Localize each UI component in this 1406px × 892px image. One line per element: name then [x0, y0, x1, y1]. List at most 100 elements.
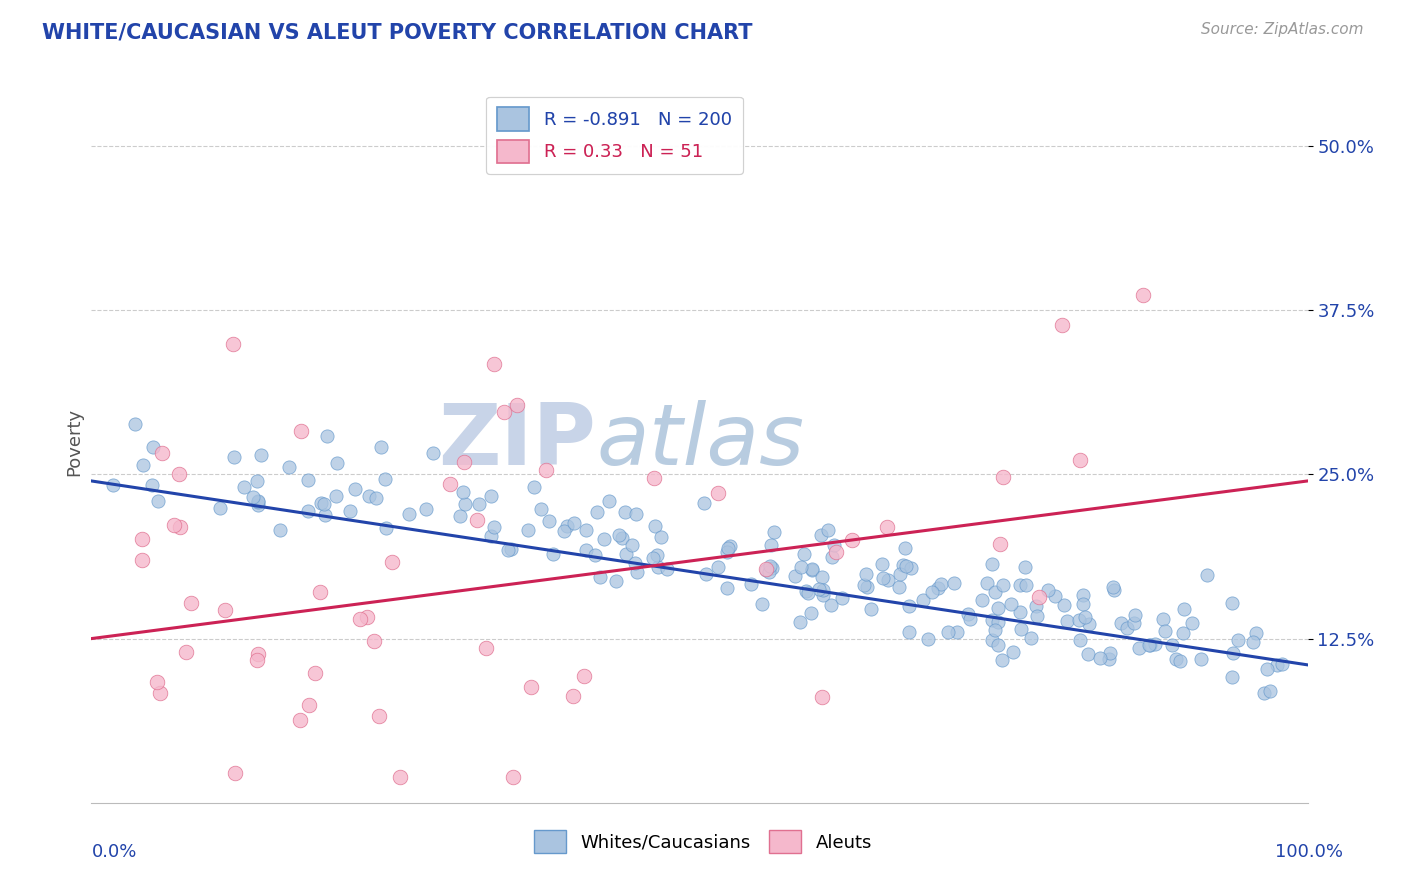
Point [810, 528, 832, 542]
Point [980, 557, 1002, 571]
Point [620, 537, 643, 551]
Point [501, 541, 523, 556]
Point [801, 563, 824, 577]
Point [1000, 597, 1022, 611]
Point [169, 519, 191, 533]
Point [959, 612, 981, 626]
Point [398, 507, 420, 521]
Point [482, 520, 505, 534]
Point [368, 709, 391, 723]
Point [1025, 608, 1047, 623]
Point [1077, 647, 1099, 661]
Point [1137, 638, 1160, 652]
Point [626, 507, 648, 521]
Point [1222, 646, 1244, 660]
Point [314, 497, 336, 511]
Point [439, 476, 461, 491]
Point [180, 596, 202, 610]
Point [502, 770, 524, 784]
Point [643, 471, 665, 485]
Point [498, 542, 520, 557]
Point [381, 555, 404, 569]
Point [1154, 624, 1177, 639]
Point [894, 558, 917, 573]
Point [359, 489, 381, 503]
Point [297, 698, 319, 712]
Point [598, 494, 620, 508]
Point [290, 713, 312, 727]
Point [150, 446, 173, 460]
Point [1056, 614, 1078, 628]
Point [1122, 615, 1144, 630]
Point [1074, 609, 1097, 624]
Point [1015, 578, 1038, 592]
Point [583, 548, 606, 562]
Point [585, 505, 607, 519]
Point [308, 585, 330, 599]
Point [214, 603, 236, 617]
Point [1008, 577, 1031, 591]
Point [693, 496, 716, 510]
Point [655, 562, 678, 576]
Point [1069, 632, 1091, 647]
Point [917, 632, 939, 647]
Point [624, 556, 647, 570]
Point [794, 584, 817, 599]
Point [246, 647, 269, 661]
Point [468, 497, 491, 511]
Point [797, 586, 820, 600]
Point [755, 563, 778, 577]
Point [277, 459, 299, 474]
Point [363, 634, 385, 648]
Point [610, 531, 633, 545]
Point [250, 448, 273, 462]
Point [339, 503, 361, 517]
Point [1123, 607, 1146, 622]
Point [449, 509, 471, 524]
Point [1220, 670, 1243, 684]
Point [479, 529, 502, 543]
Point [1256, 662, 1278, 676]
Point [1152, 612, 1174, 626]
Point [555, 519, 578, 533]
Point [758, 559, 780, 574]
Point [290, 424, 312, 438]
Point [1069, 453, 1091, 467]
Point [984, 623, 1007, 637]
Point [981, 613, 1004, 627]
Point [841, 533, 863, 548]
Point [626, 565, 648, 579]
Point [366, 491, 388, 505]
Point [957, 607, 980, 622]
Point [1164, 652, 1187, 666]
Point [374, 472, 396, 486]
Point [1189, 652, 1212, 666]
Point [415, 502, 437, 516]
Text: ZIP: ZIP [439, 400, 596, 483]
Point [1067, 613, 1090, 627]
Point [976, 575, 998, 590]
Point [494, 405, 516, 419]
Point [246, 653, 269, 667]
Point [650, 530, 672, 544]
Point [789, 615, 811, 629]
Point [755, 561, 778, 575]
Point [325, 489, 347, 503]
Point [987, 638, 1010, 652]
Point [146, 674, 169, 689]
Point [453, 485, 475, 500]
Point [344, 482, 367, 496]
Point [269, 523, 291, 537]
Point [900, 561, 922, 575]
Point [224, 450, 246, 464]
Text: Source: ZipAtlas.com: Source: ZipAtlas.com [1201, 22, 1364, 37]
Point [793, 547, 815, 561]
Point [718, 539, 741, 553]
Point [530, 501, 553, 516]
Point [101, 478, 124, 492]
Point [356, 609, 378, 624]
Point [506, 398, 529, 412]
Point [304, 665, 326, 680]
Point [326, 456, 349, 470]
Point [613, 505, 636, 519]
